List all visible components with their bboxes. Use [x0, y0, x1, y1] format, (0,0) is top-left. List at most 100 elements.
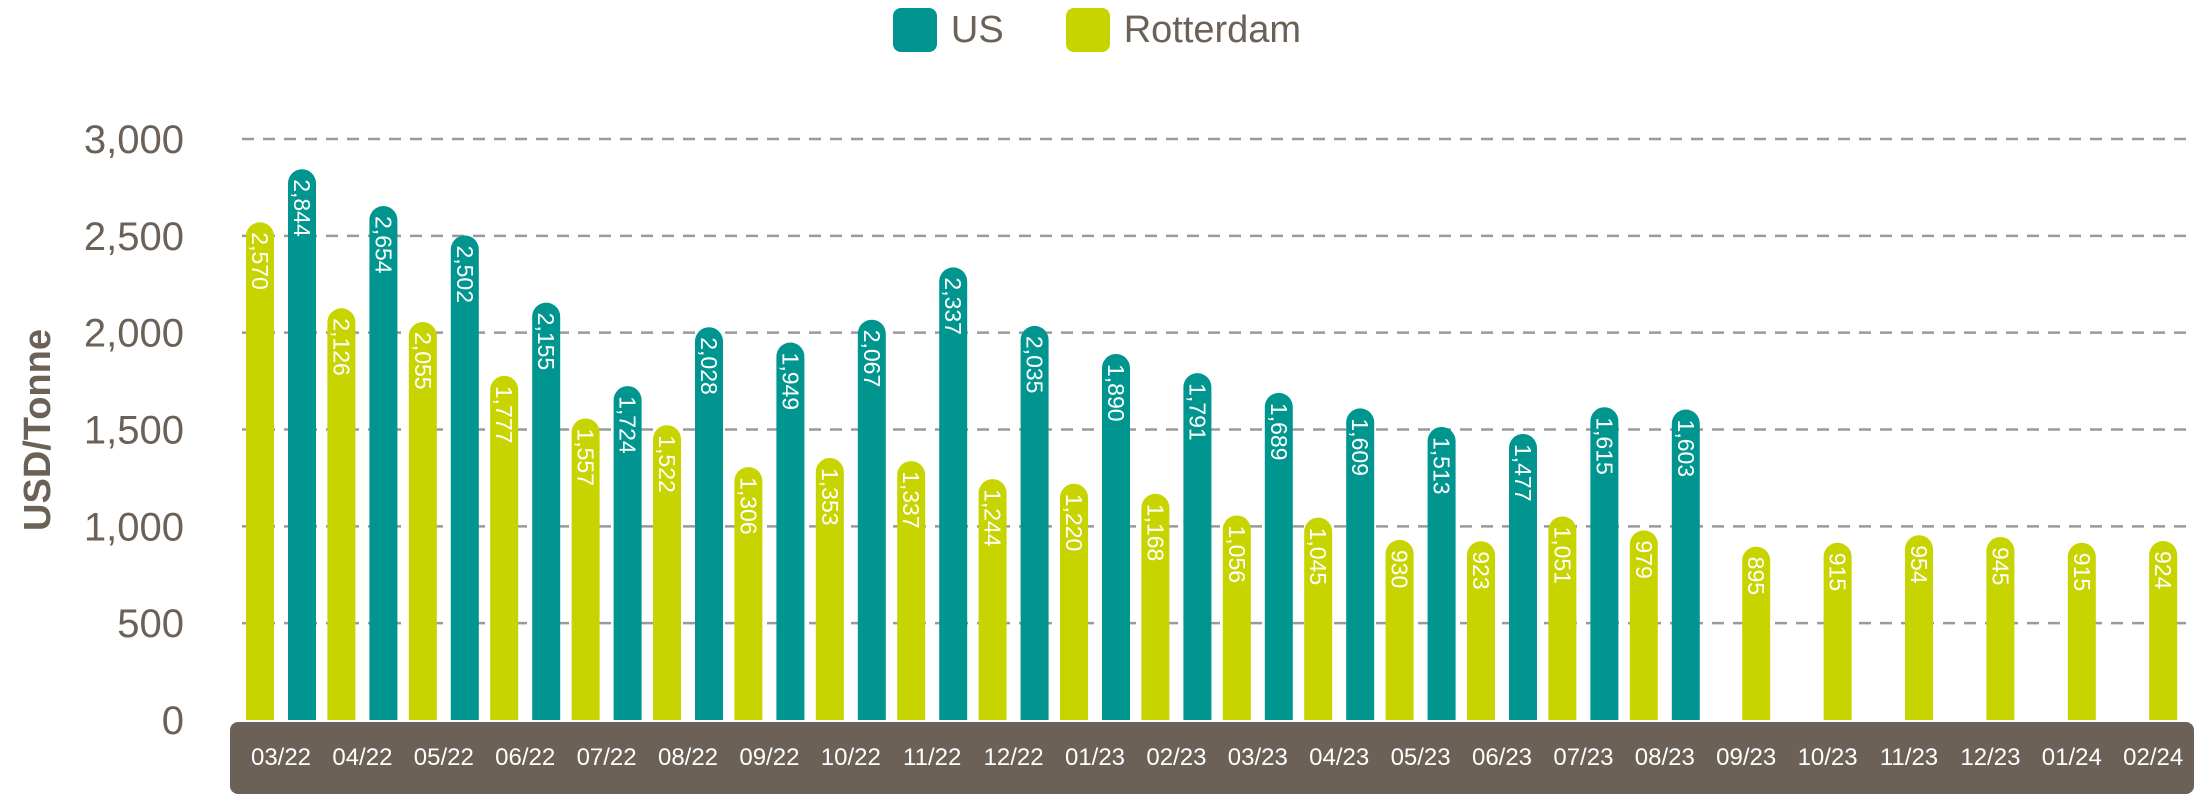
bar-rotterdam [1742, 546, 1771, 720]
bar-rotterdam [1548, 516, 1577, 720]
data-label-us: 1,513 [1429, 437, 1455, 495]
bar-us [1183, 373, 1212, 720]
data-label-us: 2,337 [940, 277, 966, 335]
data-label-us: 1,724 [615, 396, 641, 454]
bar-us [450, 235, 479, 721]
x-tick-label: 10/23 [1798, 744, 1858, 771]
data-label-us: 1,791 [1184, 383, 1210, 441]
bar-us [776, 342, 805, 720]
data-label-rotterdam: 915 [2069, 553, 2095, 591]
bar-us [1264, 392, 1293, 720]
data-label-rotterdam: 2,570 [247, 232, 273, 290]
y-tick-label: 1,000 [84, 505, 184, 549]
data-label-rotterdam: 895 [1743, 557, 1769, 595]
data-label-us: 1,949 [777, 353, 803, 411]
bars [246, 169, 2178, 721]
data-label-rotterdam: 1,522 [654, 435, 680, 493]
x-tick-label: 09/22 [739, 744, 799, 771]
bar-us [1346, 408, 1375, 720]
bar-rotterdam [897, 461, 926, 720]
bar-rotterdam [246, 222, 275, 720]
data-label-rotterdam: 1,168 [1142, 504, 1168, 562]
bar-us [1590, 407, 1619, 720]
bar-us [1020, 325, 1049, 720]
x-tick-label: 05/23 [1391, 744, 1451, 771]
x-tick-label: 04/22 [332, 744, 392, 771]
data-label-rotterdam: 1,353 [817, 468, 843, 526]
data-label-rotterdam: 1,220 [1061, 494, 1087, 552]
x-tick-label: 08/22 [658, 744, 718, 771]
bar-rotterdam [1060, 483, 1088, 720]
x-tick-label: 02/24 [2123, 744, 2183, 771]
bar-rotterdam [2067, 542, 2096, 720]
bar-rotterdam [1986, 536, 2015, 720]
data-label-us: 2,155 [533, 313, 559, 371]
bar-us [1509, 433, 1538, 720]
legend-label-rotterdam: Rotterdam [1123, 8, 1302, 51]
bar-rotterdam [734, 467, 763, 720]
x-tick-label: 09/23 [1716, 744, 1776, 771]
data-label-rotterdam: 979 [1631, 540, 1657, 578]
data-label-rotterdam: 2,055 [410, 332, 436, 390]
data-labels: 2,570 2,844 2,126 2,654 2,055 2,502 1,777 2,155… [247, 179, 2176, 595]
data-label-rotterdam: 1,777 [491, 386, 517, 444]
data-label-rotterdam: 1,306 [735, 477, 761, 535]
x-tick-label: 12/22 [984, 744, 1044, 771]
x-tick-label: 03/22 [251, 744, 311, 771]
data-label-us: 2,067 [859, 330, 885, 388]
data-label-us: 2,654 [370, 216, 396, 274]
bar-rotterdam [1905, 535, 1933, 720]
data-label-rotterdam: 930 [1387, 550, 1413, 588]
bar-us [369, 206, 398, 721]
x-tick-label: 10/22 [821, 744, 881, 771]
data-label-us: 1,603 [1673, 420, 1699, 478]
bar-rotterdam [571, 418, 600, 720]
bar-us [857, 319, 886, 720]
y-tick-label: 1,500 [84, 409, 184, 453]
x-tick-label: 08/23 [1635, 744, 1695, 771]
data-label-rotterdam: 1,056 [1224, 525, 1250, 583]
data-label-us: 1,890 [1103, 364, 1129, 422]
x-tick-label: 03/23 [1228, 744, 1288, 771]
bar-rotterdam [408, 322, 437, 720]
bar-us [288, 169, 316, 720]
bar-rotterdam [327, 308, 356, 720]
x-tick-label: 06/22 [495, 744, 555, 771]
x-tick-label: 07/22 [577, 744, 637, 771]
bar-rotterdam [653, 425, 681, 720]
x-tick-label: 01/23 [1065, 744, 1125, 771]
legend-swatch-rotterdam [1065, 8, 1110, 52]
legend-item-rotterdam: Rotterdam [1065, 8, 1302, 52]
bar-rotterdam [2149, 541, 2178, 720]
data-label-rotterdam: 1,557 [573, 428, 599, 486]
y-tick-label: 2,000 [84, 312, 184, 356]
x-tick-label: 12/23 [1960, 744, 2020, 771]
data-label-us: 2,035 [1022, 336, 1048, 394]
x-tick-label: 05/22 [414, 744, 474, 771]
bar-rotterdam [1222, 515, 1251, 720]
bar-rotterdam [1304, 517, 1333, 720]
bar-rotterdam [1141, 493, 1170, 720]
bar-rotterdam [815, 457, 844, 720]
data-label-us: 2,028 [696, 337, 722, 395]
x-tick-label: 02/23 [1146, 744, 1206, 771]
x-tick-label: 01/24 [2042, 744, 2102, 771]
data-label-rotterdam: 1,051 [1549, 526, 1575, 584]
data-label-rotterdam: 2,126 [328, 318, 354, 376]
y-axis: 0 500 1,000 1,500 2,000 2,500 3,000 [84, 118, 184, 743]
data-label-rotterdam: 915 [1825, 553, 1851, 591]
legend-label-us: US [950, 8, 1004, 51]
data-label-us: 1,609 [1347, 418, 1373, 476]
bar-rotterdam [1467, 541, 1495, 720]
data-label-us: 1,477 [1510, 444, 1536, 502]
bar-us [613, 386, 642, 720]
bar-us [939, 267, 968, 720]
data-label-us: 2,502 [452, 245, 478, 303]
x-axis: 03/22 04/22 05/22 06/22 07/22 08/22 09/22 10/22… [230, 722, 2194, 794]
data-label-rotterdam: 1,337 [898, 471, 924, 529]
x-tick-label: 11/23 [1880, 744, 1938, 771]
gridlines [242, 137, 2194, 625]
data-label-us: 1,615 [1591, 417, 1617, 475]
bar-rotterdam [1823, 542, 1852, 720]
bar-us [1671, 409, 1700, 720]
